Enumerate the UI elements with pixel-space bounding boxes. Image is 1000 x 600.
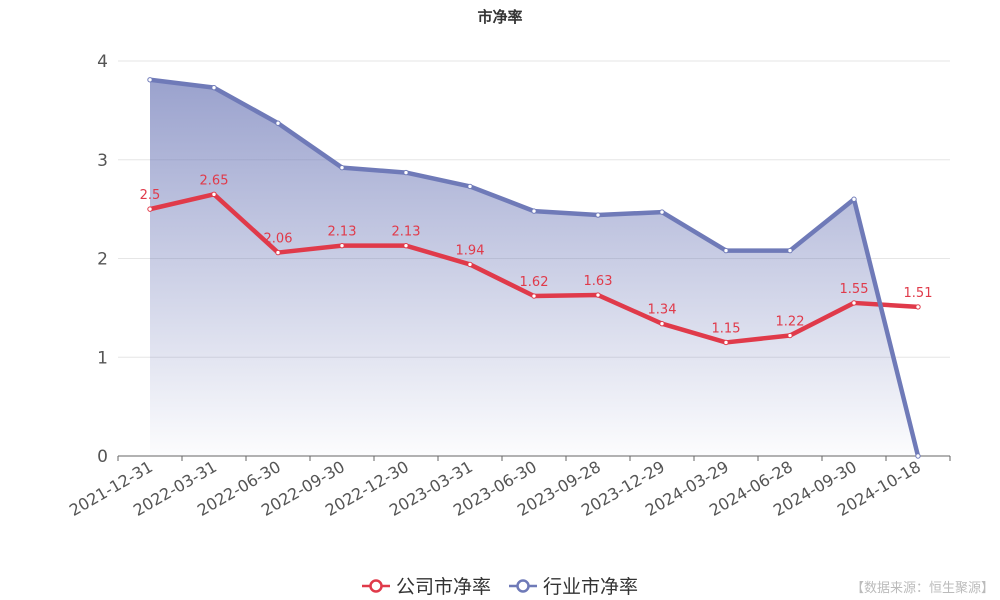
y-tick-label: 0 bbox=[97, 447, 108, 467]
series-point-1 bbox=[403, 169, 409, 176]
data-label: 1.22 bbox=[776, 315, 805, 330]
legend-label-industry: 行业市净率 bbox=[543, 576, 639, 598]
data-label: 2.13 bbox=[328, 225, 357, 240]
y-tick-label: 2 bbox=[97, 250, 108, 270]
series-point-0 bbox=[211, 191, 217, 198]
chart-title: 市净率 bbox=[477, 8, 523, 26]
data-label: 1.63 bbox=[584, 274, 613, 289]
legend-marker-company-icon bbox=[361, 578, 390, 593]
series-point-0 bbox=[787, 332, 793, 339]
series-area-1 bbox=[150, 79, 918, 456]
data-label: 1.62 bbox=[520, 275, 549, 290]
y-tick-label: 3 bbox=[97, 151, 108, 171]
data-label: 2.13 bbox=[392, 225, 421, 240]
data-label: 1.15 bbox=[712, 321, 741, 336]
series-point-1 bbox=[723, 247, 729, 254]
series-point-0 bbox=[723, 339, 729, 346]
series-point-0 bbox=[339, 242, 345, 249]
data-label: 2.65 bbox=[200, 173, 229, 188]
y-tick-label: 4 bbox=[97, 52, 108, 72]
series-point-0 bbox=[403, 242, 409, 249]
y-tick-label: 1 bbox=[97, 348, 108, 368]
data-label: 1.55 bbox=[840, 282, 869, 297]
series-point-1 bbox=[851, 196, 857, 202]
data-label: 1.34 bbox=[648, 303, 677, 318]
series-point-1 bbox=[467, 183, 473, 190]
legend-item-industry[interactable]: 行业市净率 bbox=[509, 572, 638, 599]
series-point-0 bbox=[275, 249, 281, 256]
series-point-1 bbox=[659, 209, 665, 215]
series-point-0 bbox=[595, 292, 601, 298]
data-label: 1.51 bbox=[904, 286, 933, 301]
data-label: 2.06 bbox=[264, 232, 293, 247]
series-point-1 bbox=[211, 84, 217, 91]
source-note: 【数据来源：恒生聚源】 bbox=[850, 581, 994, 596]
series-point-0 bbox=[467, 261, 473, 268]
series-point-0 bbox=[147, 206, 153, 212]
series-point-1 bbox=[147, 77, 153, 83]
legend-marker-industry-icon bbox=[509, 578, 537, 593]
series-point-1 bbox=[339, 164, 345, 171]
series-point-1 bbox=[275, 120, 281, 126]
series-point-1 bbox=[531, 208, 537, 214]
series-point-0 bbox=[531, 293, 537, 299]
series-point-0 bbox=[851, 300, 857, 306]
legend-item-company[interactable]: 公司市净率 bbox=[361, 572, 491, 599]
series-point-1 bbox=[787, 247, 793, 254]
series-point-1 bbox=[915, 453, 921, 459]
series-point-1 bbox=[595, 212, 601, 218]
legend: 公司市净率 行业市净率 bbox=[0, 572, 1000, 599]
data-label: 1.94 bbox=[456, 243, 485, 258]
data-label: 2.5 bbox=[140, 188, 161, 203]
series-point-0 bbox=[915, 304, 921, 310]
legend-label-company: 公司市净率 bbox=[395, 576, 491, 598]
series-point-0 bbox=[659, 320, 665, 327]
